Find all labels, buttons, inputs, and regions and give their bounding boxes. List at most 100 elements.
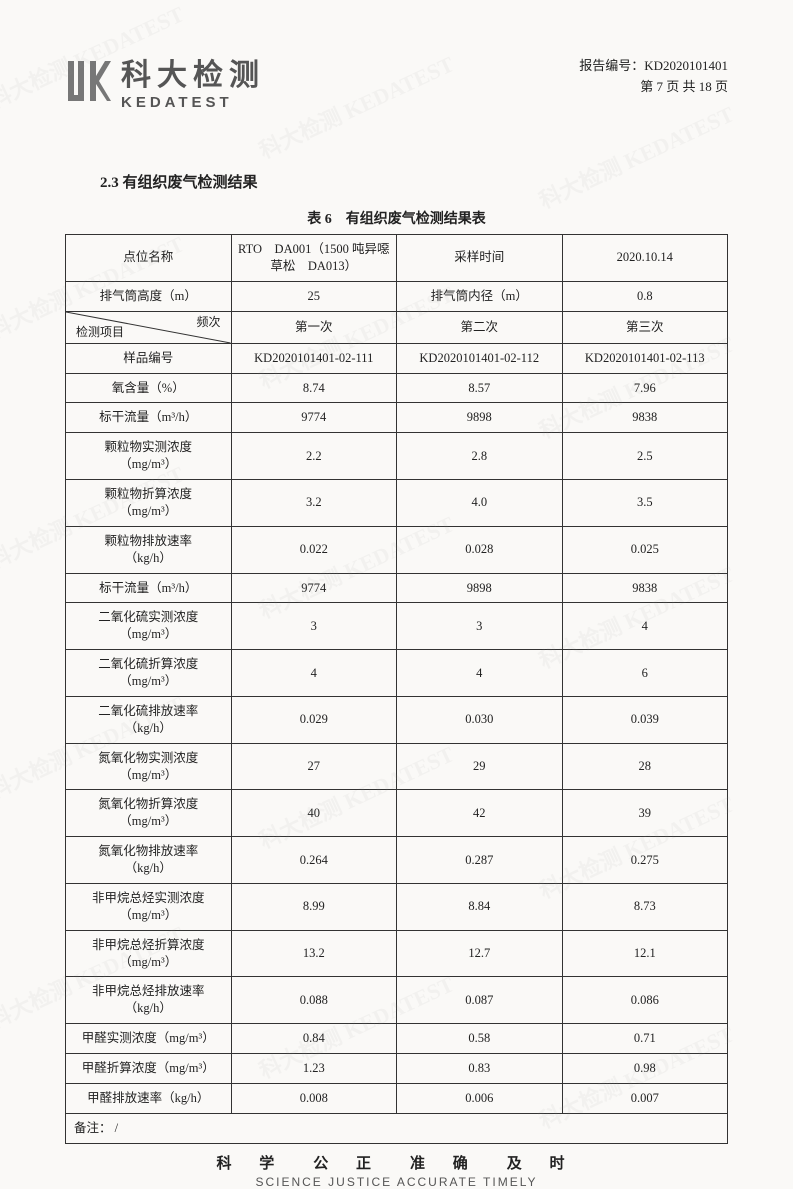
row-label: 非甲烷总烃实测浓度（mg/m³） [66,883,232,930]
freq-label: 频次 [196,314,220,330]
cell-value: 27 [231,743,397,790]
results-table: 点位名称 RTO DA001（1500 吨异噁草松 DA013） 采样时间 20… [65,234,728,1144]
sample-no-3: KD2020101401-02-113 [562,343,728,373]
freq1: 第一次 [231,311,397,343]
sample-no-2: KD2020101401-02-112 [397,343,563,373]
row-label: 非甲烷总烃排放速率（kg/h） [66,977,232,1024]
row-label: 标干流量（m³/h） [66,573,232,603]
item-label: 检测项目 [76,324,124,340]
section-number: 2.3 [100,175,119,191]
table-row: 标干流量（m³/h）977498989838 [66,403,728,433]
section-title: 2.3 有组织废气检测结果 [100,171,728,192]
table-row: 氮氧化物折算浓度（mg/m³）404239 [66,790,728,837]
row-label: 二氧化硫实测浓度（mg/m³） [66,603,232,650]
point-name-value: RTO DA001（1500 吨异噁草松 DA013） [231,235,397,282]
table-row: 氮氧化物实测浓度（mg/m³）272928 [66,743,728,790]
cell-value: 0.029 [231,696,397,743]
logo-text-en: KEDATEST [121,94,265,111]
cell-value: 0.83 [397,1054,563,1084]
row-label: 非甲烷总烃折算浓度（mg/m³） [66,930,232,977]
row-label: 颗粒物折算浓度（mg/m³） [66,480,232,527]
cell-value: 8.57 [397,373,563,403]
table-row: 非甲烷总烃排放速率（kg/h）0.0880.0870.086 [66,977,728,1024]
stack-diameter-label: 排气筒内径（m） [397,281,563,311]
diagonal-header-cell: 频次 检测项目 [66,311,232,343]
cell-value: 2.5 [562,433,728,480]
logo-icon [65,58,111,104]
cell-value: 0.025 [562,526,728,573]
table-row: 甲醛实测浓度（mg/m³）0.840.580.71 [66,1024,728,1054]
header-right: 报告编号：KD2020101401 第 7 页 共 18 页 [579,56,728,98]
watermark: 科大检测 KEDATEST [533,97,738,215]
cell-value: 28 [562,743,728,790]
table-row: 甲醛排放速率（kg/h）0.0080.0060.007 [66,1083,728,1113]
cell-value: 9774 [231,573,397,603]
table-row: 甲醛折算浓度（mg/m³）1.230.830.98 [66,1054,728,1084]
cell-value: 8.84 [397,883,563,930]
row-label: 甲醛折算浓度（mg/m³） [66,1054,232,1084]
point-name-label: 点位名称 [66,235,232,282]
table-row: 二氧化硫实测浓度（mg/m³）334 [66,603,728,650]
cell-value: 40 [231,790,397,837]
cell-value: 0.030 [397,696,563,743]
table-row: 氮氧化物排放速率（kg/h）0.2640.2870.275 [66,837,728,884]
cell-value: 0.275 [562,837,728,884]
sample-time-value: 2020.10.14 [562,235,728,282]
logo-block: 科大检测 KEDATEST [65,50,265,111]
table-row: 非甲烷总烃折算浓度（mg/m³）13.212.712.1 [66,930,728,977]
report-no-label: 报告编号： [579,58,644,73]
cell-value: 8.99 [231,883,397,930]
cell-value: 8.73 [562,883,728,930]
row-label: 颗粒物实测浓度（mg/m³） [66,433,232,480]
cell-value: 9838 [562,403,728,433]
row-label: 甲醛排放速率（kg/h） [66,1083,232,1113]
table-row: 颗粒物折算浓度（mg/m³）3.24.03.5 [66,480,728,527]
page-header: 科大检测 KEDATEST 报告编号：KD2020101401 第 7 页 共 … [65,50,728,111]
cell-value: 29 [397,743,563,790]
table-row: 排气筒高度（m） 25 排气筒内径（m） 0.8 [66,281,728,311]
table-row: 二氧化硫排放速率（kg/h）0.0290.0300.039 [66,696,728,743]
cell-value: 2.2 [231,433,397,480]
cell-value: 13.2 [231,930,397,977]
cell-value: 12.7 [397,930,563,977]
cell-value: 4 [562,603,728,650]
cell-value: 8.74 [231,373,397,403]
cell-value: 42 [397,790,563,837]
table-row: 颗粒物排放速率（kg/h）0.0220.0280.025 [66,526,728,573]
cell-value: 6 [562,650,728,697]
row-label: 颗粒物排放速率（kg/h） [66,526,232,573]
cell-value: 9898 [397,403,563,433]
row-label: 氧含量（%） [66,373,232,403]
cell-value: 0.008 [231,1083,397,1113]
cell-value: 3 [397,603,563,650]
table-row: 标干流量（m³/h）977498989838 [66,573,728,603]
page-info: 第 7 页 共 18 页 [579,77,728,98]
cell-value: 9838 [562,573,728,603]
page-footer: 科 学 公 正 准 确 及 时 SCIENCE JUSTICE ACCURATE… [65,1152,728,1189]
note-label: 备注： [74,1121,112,1135]
stack-height-value: 25 [231,281,397,311]
report-no: KD2020101401 [644,58,728,73]
sample-no-1: KD2020101401-02-111 [231,343,397,373]
row-label: 氮氧化物排放速率（kg/h） [66,837,232,884]
cell-value: 4 [231,650,397,697]
cell-value: 39 [562,790,728,837]
cell-value: 3.2 [231,480,397,527]
cell-value: 0.58 [397,1024,563,1054]
sample-time-label: 采样时间 [397,235,563,282]
sample-no-label: 样品编号 [66,343,232,373]
cell-value: 0.022 [231,526,397,573]
table-row: 二氧化硫折算浓度（mg/m³）446 [66,650,728,697]
cell-value: 0.039 [562,696,728,743]
table-row: 点位名称 RTO DA001（1500 吨异噁草松 DA013） 采样时间 20… [66,235,728,282]
row-label: 氮氧化物实测浓度（mg/m³） [66,743,232,790]
table-caption: 表 6 有组织废气检测结果表 [65,208,728,228]
stack-height-label: 排气筒高度（m） [66,281,232,311]
table-row: 频次 检测项目 第一次 第二次 第三次 [66,311,728,343]
cell-value: 0.287 [397,837,563,884]
cell-value: 0.84 [231,1024,397,1054]
note-value: / [115,1121,118,1135]
table-row: 非甲烷总烃实测浓度（mg/m³）8.998.848.73 [66,883,728,930]
cell-value: 9898 [397,573,563,603]
cell-value: 9774 [231,403,397,433]
